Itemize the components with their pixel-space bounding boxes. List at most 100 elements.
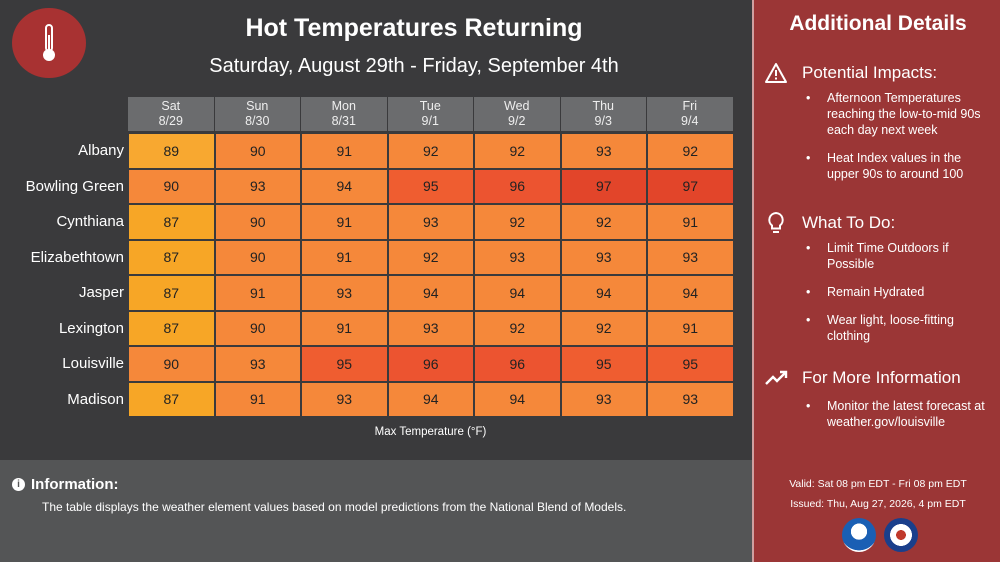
column-day: Fri bbox=[682, 99, 698, 113]
temperature-cell: 93 bbox=[560, 239, 647, 275]
column-day: Mon bbox=[331, 99, 356, 113]
table-row: 90 93 95 96 96 95 95 bbox=[128, 346, 734, 382]
temperature-cell: 87 bbox=[128, 275, 215, 311]
table-row: 87 91 93 94 94 94 94 bbox=[128, 275, 734, 311]
nws-logo bbox=[884, 518, 918, 552]
temperature-cell: 92 bbox=[647, 133, 734, 169]
temperature-cell: 96 bbox=[387, 346, 474, 382]
column-header: Fri 9/4 bbox=[647, 97, 734, 131]
column-date: 8/29 bbox=[158, 114, 183, 128]
temperature-cell: 90 bbox=[214, 133, 301, 169]
temperature-cell: 94 bbox=[474, 275, 561, 311]
temperature-cell: 94 bbox=[474, 381, 561, 417]
temperature-cell: 90 bbox=[128, 168, 215, 204]
temperature-cell: 90 bbox=[214, 239, 301, 275]
temperature-cell: 90 bbox=[214, 204, 301, 240]
temperature-cell: 91 bbox=[301, 310, 388, 346]
temperature-cell: 94 bbox=[387, 275, 474, 311]
column-date: 9/2 bbox=[508, 114, 526, 128]
temperature-cell: 92 bbox=[474, 310, 561, 346]
temperature-cell: 94 bbox=[387, 381, 474, 417]
temperature-cell: 93 bbox=[647, 381, 734, 417]
section-what-to-do: What To Do: bbox=[764, 210, 895, 236]
row-city-label: Lexington bbox=[58, 319, 124, 337]
temperature-cell: 91 bbox=[301, 204, 388, 240]
temperature-cell: 97 bbox=[647, 168, 734, 204]
row-city-label: Cynthiana bbox=[56, 213, 124, 230]
temperature-cell: 96 bbox=[474, 346, 561, 382]
temperature-cell: 91 bbox=[647, 204, 734, 240]
temperature-cell: 94 bbox=[647, 275, 734, 311]
trend-icon bbox=[765, 370, 788, 385]
column-day: Sat bbox=[161, 99, 181, 113]
info-heading: i Information: bbox=[12, 476, 119, 493]
column-date: 8/30 bbox=[245, 114, 270, 128]
table-row: 87 90 91 93 92 92 91 bbox=[128, 204, 734, 240]
temperature-cell: 94 bbox=[560, 275, 647, 311]
column-date: 8/31 bbox=[331, 114, 356, 128]
sidebar-title: Additional Details bbox=[789, 12, 967, 35]
agency-logos bbox=[842, 518, 918, 552]
issued-time: Issued: Thu, Aug 27, 2026, 4 pm EDT bbox=[790, 498, 966, 510]
column-header: Tue 9/1 bbox=[387, 97, 474, 131]
temperature-cell: 96 bbox=[474, 168, 561, 204]
temperature-cell: 87 bbox=[128, 310, 215, 346]
temperature-cell: 93 bbox=[387, 204, 474, 240]
table-row: 87 91 93 94 94 93 93 bbox=[128, 381, 734, 417]
temperature-cell: 91 bbox=[301, 239, 388, 275]
temperature-cell: 91 bbox=[647, 310, 734, 346]
table-row: 89 90 91 92 92 93 92 bbox=[128, 133, 734, 169]
column-header: Mon 8/31 bbox=[301, 97, 388, 131]
temperature-cell: 92 bbox=[474, 133, 561, 169]
column-header: Sun 8/30 bbox=[214, 97, 301, 131]
information-panel: i Information: The table displays the we… bbox=[0, 460, 752, 562]
temperature-cell: 92 bbox=[474, 204, 561, 240]
temperature-cell: 93 bbox=[647, 239, 734, 275]
warning-icon bbox=[765, 63, 787, 83]
what-to-do-list: Limit Time Outdoors if Possible Remain H… bbox=[806, 240, 996, 356]
temperature-cell: 93 bbox=[214, 346, 301, 382]
temperature-cell: 95 bbox=[301, 346, 388, 382]
noaa-logo bbox=[842, 518, 876, 552]
table-caption: Max Temperature (°F) bbox=[374, 426, 487, 438]
temperature-cell: 93 bbox=[560, 133, 647, 169]
table-row: 87 90 91 93 92 92 91 bbox=[128, 310, 734, 346]
list-item: Afternoon Temperatures reaching the low-… bbox=[806, 90, 996, 138]
row-city-label: Jasper bbox=[78, 284, 124, 301]
column-date: 9/3 bbox=[594, 114, 612, 128]
temperature-cell: 92 bbox=[387, 133, 474, 169]
temperature-cell: 93 bbox=[214, 168, 301, 204]
main-panel: Hot Temperatures Returning Saturday, Aug… bbox=[12, 8, 734, 438]
info-title: Information: bbox=[31, 476, 119, 493]
section-heading: What To Do: bbox=[802, 213, 896, 232]
row-city-label: Elizabethtown bbox=[30, 248, 124, 266]
temperature-cell: 92 bbox=[387, 239, 474, 275]
page-title: Hot Temperatures Returning bbox=[245, 14, 583, 42]
row-city-label: Madison bbox=[67, 390, 124, 408]
column-date: 9/4 bbox=[681, 114, 699, 128]
page-subtitle: Saturday, August 29th - Friday, Septembe… bbox=[209, 55, 619, 77]
temperature-cell: 93 bbox=[387, 310, 474, 346]
table-row: 87 90 91 92 93 93 93 bbox=[128, 239, 734, 275]
list-item: Remain Hydrated bbox=[806, 284, 996, 300]
section-heading: For More Information bbox=[802, 368, 961, 387]
temperature-cell: 97 bbox=[560, 168, 647, 204]
temperature-cell: 93 bbox=[560, 381, 647, 417]
list-item: Heat Index values in the upper 90s to ar… bbox=[806, 150, 996, 182]
section-more-info: For More Information bbox=[764, 368, 961, 388]
temperature-cell: 91 bbox=[214, 381, 301, 417]
info-text: The table displays the weather element v… bbox=[42, 500, 627, 514]
list-item: Limit Time Outdoors if Possible bbox=[806, 240, 996, 272]
column-day: Thu bbox=[592, 99, 615, 113]
temperature-cell: 91 bbox=[214, 275, 301, 311]
temperature-cell: 87 bbox=[128, 204, 215, 240]
temperature-cell: 95 bbox=[647, 346, 734, 382]
temperature-cell: 91 bbox=[301, 133, 388, 169]
column-header: Wed 9/2 bbox=[474, 97, 561, 131]
more-info-list: Monitor the latest forecast at weather.g… bbox=[806, 398, 996, 442]
list-item: Wear light, loose-fitting clothing bbox=[806, 312, 996, 344]
temperature-cell: 90 bbox=[128, 346, 215, 382]
section-potential-impacts: Potential Impacts: bbox=[764, 62, 937, 84]
column-day: Wed bbox=[504, 99, 530, 113]
info-icon: i bbox=[12, 478, 25, 491]
